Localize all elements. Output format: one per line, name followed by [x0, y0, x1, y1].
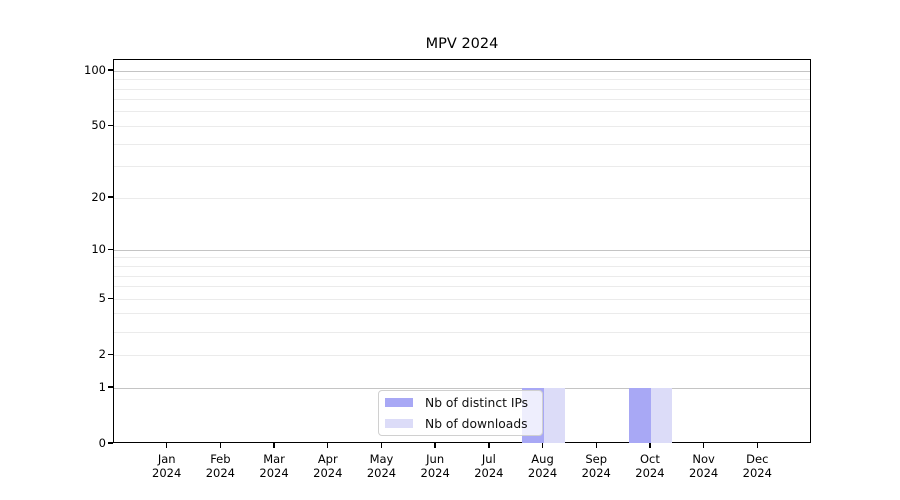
x-axis-tick-label: Apr 2024	[298, 452, 358, 481]
x-axis-tick-label: Jun 2024	[405, 452, 465, 481]
x-axis-tick-year: 2024	[259, 465, 289, 480]
bar-aug-downloads	[543, 388, 565, 443]
gridline-minor	[114, 125, 810, 127]
y-axis-tick-label: 20	[91, 190, 106, 205]
legend-label-distinct-ips: Nb of distinct IPs	[425, 395, 529, 410]
x-axis-tick-year: 2024	[152, 465, 182, 480]
y-axis-tick-mark	[108, 124, 113, 127]
y-axis-tick-label: 0	[98, 436, 106, 450]
y-axis-tick-mark	[108, 69, 113, 71]
gridline-minor	[114, 275, 810, 277]
x-axis-tick-label: Sep 2024	[566, 452, 626, 481]
x-axis-tick-label: Mar 2024	[244, 452, 304, 481]
y-axis-tick-mark	[108, 442, 113, 444]
x-axis-tick-label: Aug 2024	[513, 452, 573, 481]
x-axis-tick-label: Jul 2024	[459, 452, 519, 481]
legend-item-distinct-ips: Nb of distinct IPs	[385, 394, 542, 412]
legend: Nb of distinct IPs Nb of downloads	[378, 390, 543, 436]
gridline-minor	[114, 331, 810, 333]
x-axis-tick-label: May 2024	[351, 452, 411, 481]
gridline-minor	[114, 111, 810, 113]
gridline-minor	[114, 143, 810, 145]
gridline-major	[114, 249, 810, 251]
gridline-minor	[114, 79, 810, 81]
x-axis-tick-year: 2024	[366, 465, 397, 480]
legend-item-downloads: Nb of downloads	[385, 415, 542, 433]
x-axis-tick-year: 2024	[742, 465, 772, 480]
y-axis-tick-label: 10	[91, 242, 106, 257]
y-axis-tick-label: 5	[98, 291, 106, 306]
legend-swatch-downloads-icon	[385, 419, 413, 428]
gridline-major	[114, 70, 810, 72]
gridline-minor	[114, 88, 810, 90]
gridline-minor	[114, 257, 810, 259]
plot-area	[113, 59, 811, 443]
gridline-minor	[114, 166, 810, 168]
x-axis-tick-label: Oct 2024	[620, 452, 680, 481]
x-axis-tick-mark	[273, 443, 275, 448]
x-axis-tick-label: Nov 2024	[674, 452, 734, 481]
x-axis-tick-year: 2024	[527, 465, 558, 480]
x-axis-tick-mark	[649, 443, 651, 448]
x-axis-tick-year: 2024	[474, 465, 504, 480]
gridline-minor	[114, 298, 810, 300]
bar-oct-distinct-ips	[629, 388, 651, 443]
x-axis-tick-mark	[488, 443, 490, 448]
x-axis-tick-mark	[702, 443, 705, 448]
x-axis-tick-year: 2024	[313, 465, 343, 480]
chart-title: MPV 2024	[425, 36, 499, 52]
x-axis-tick-mark	[380, 443, 383, 448]
x-axis-tick-year: 2024	[205, 465, 236, 480]
x-axis-tick-mark	[434, 443, 436, 448]
gridline-minor	[114, 197, 810, 199]
x-axis-tick-mark	[595, 443, 597, 448]
x-axis-tick-label: Dec 2024	[727, 452, 787, 481]
y-axis-tick-label: 2	[98, 347, 106, 362]
y-axis-tick-mark	[108, 248, 113, 250]
x-axis-tick-label: Jan 2024	[137, 452, 197, 481]
x-axis-tick-year: 2024	[420, 465, 450, 480]
x-axis-tick-mark	[327, 443, 329, 448]
y-axis-tick-mark	[108, 196, 113, 198]
x-axis-tick-year: 2024	[581, 465, 611, 480]
y-axis-tick-label: 100	[84, 63, 106, 78]
y-axis-tick-label: 1	[98, 380, 106, 394]
legend-label-downloads: Nb of downloads	[425, 416, 528, 431]
gridline-minor	[114, 354, 810, 356]
gridline-minor	[114, 286, 810, 288]
y-axis-tick-mark	[108, 353, 113, 355]
y-axis-tick-mark	[108, 386, 113, 388]
legend-swatch-distinct-ips-icon	[385, 398, 413, 407]
x-axis-tick-mark	[165, 443, 168, 448]
y-axis-tick-mark	[108, 297, 113, 299]
x-axis-tick-mark	[541, 443, 544, 448]
x-axis-tick-year: 2024	[688, 465, 719, 480]
x-axis-tick-mark	[756, 443, 758, 448]
gridline-minor	[114, 313, 810, 315]
y-axis-tick-label: 50	[91, 118, 106, 133]
gridline-minor	[114, 266, 810, 267]
bar-oct-downloads	[650, 388, 673, 443]
x-axis-tick-label: Feb 2024	[190, 452, 250, 481]
gridline-minor	[114, 99, 810, 101]
x-axis-tick-mark	[219, 443, 222, 448]
x-axis-tick-year: 2024	[635, 465, 665, 480]
gridline-major	[114, 387, 810, 389]
